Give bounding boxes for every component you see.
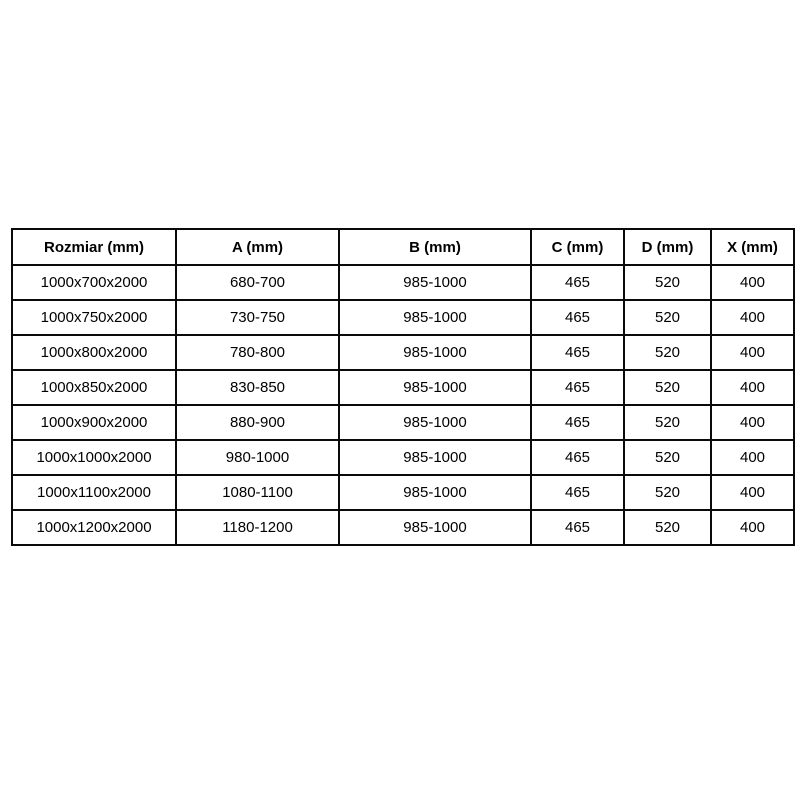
table-row: 1000x1200x2000 1180-1200 985-1000 465 520 400: [11, 509, 795, 546]
table-cell: 400: [710, 264, 795, 301]
table-cell: 880-900: [175, 404, 340, 441]
table-cell: 980-1000: [175, 439, 340, 476]
table-cell: 680-700: [175, 264, 340, 301]
table-cell: 985-1000: [338, 299, 532, 336]
dimensions-table: Rozmiar (mm) A (mm) B (mm) C (mm) D (mm) X (m…: [11, 228, 795, 546]
table-row: 1000x700x2000 680-700 985-1000 465 520 400: [11, 264, 795, 301]
table-cell: 1000x1200x2000: [11, 509, 177, 546]
table-cell: 520: [623, 264, 712, 301]
column-header: B (mm): [338, 228, 532, 266]
table-cell: 465: [530, 369, 625, 406]
table-cell: 520: [623, 334, 712, 371]
table-cell: 1000x700x2000: [11, 264, 177, 301]
column-header: X (mm): [710, 228, 795, 266]
table-cell: 520: [623, 509, 712, 546]
table-cell: 730-750: [175, 299, 340, 336]
table-cell: 985-1000: [338, 509, 532, 546]
table-row: 1000x1000x2000 980-1000 985-1000 465 520 400: [11, 439, 795, 476]
table-cell: 1000x1100x2000: [11, 474, 177, 511]
table-row: 1000x900x2000 880-900 985-1000 465 520 400: [11, 404, 795, 441]
table-cell: 465: [530, 264, 625, 301]
table-cell: 1000x800x2000: [11, 334, 177, 371]
table-cell: 520: [623, 404, 712, 441]
table-row: 1000x800x2000 780-800 985-1000 465 520 400: [11, 334, 795, 371]
table-cell: 400: [710, 439, 795, 476]
table-cell: 780-800: [175, 334, 340, 371]
table-cell: 465: [530, 404, 625, 441]
table-row: 1000x850x2000 830-850 985-1000 465 520 400: [11, 369, 795, 406]
table-cell: 520: [623, 474, 712, 511]
table-cell: 400: [710, 404, 795, 441]
table-cell: 985-1000: [338, 474, 532, 511]
table-cell: 400: [710, 334, 795, 371]
table-cell: 400: [710, 369, 795, 406]
table-cell: 1000x1000x2000: [11, 439, 177, 476]
table-cell: 400: [710, 509, 795, 546]
table-cell: 465: [530, 334, 625, 371]
table-cell: 520: [623, 299, 712, 336]
column-header: A (mm): [175, 228, 340, 266]
table-cell: 465: [530, 299, 625, 336]
table-cell: 520: [623, 439, 712, 476]
column-header: C (mm): [530, 228, 625, 266]
table-cell: 465: [530, 474, 625, 511]
table-cell: 1000x900x2000: [11, 404, 177, 441]
column-header: D (mm): [623, 228, 712, 266]
table-cell: 400: [710, 299, 795, 336]
table-cell: 985-1000: [338, 439, 532, 476]
table-row: 1000x1100x2000 1080-1100 985-1000 465 520 400: [11, 474, 795, 511]
table-cell: 1000x850x2000: [11, 369, 177, 406]
table-cell: 520: [623, 369, 712, 406]
table-row: 1000x750x2000 730-750 985-1000 465 520 400: [11, 299, 795, 336]
table-cell: 465: [530, 509, 625, 546]
table-cell: 985-1000: [338, 404, 532, 441]
table-cell: 830-850: [175, 369, 340, 406]
table-cell: 465: [530, 439, 625, 476]
column-header: Rozmiar (mm): [11, 228, 177, 266]
table-cell: 985-1000: [338, 264, 532, 301]
table-cell: 1080-1100: [175, 474, 340, 511]
table-cell: 985-1000: [338, 369, 532, 406]
table-cell: 400: [710, 474, 795, 511]
table-cell: 985-1000: [338, 334, 532, 371]
dimensions-table-container: Rozmiar (mm) A (mm) B (mm) C (mm) D (mm) X (m…: [11, 228, 795, 546]
table-cell: 1000x750x2000: [11, 299, 177, 336]
table-cell: 1180-1200: [175, 509, 340, 546]
header-row: Rozmiar (mm) A (mm) B (mm) C (mm) D (mm) X (m…: [11, 228, 795, 266]
